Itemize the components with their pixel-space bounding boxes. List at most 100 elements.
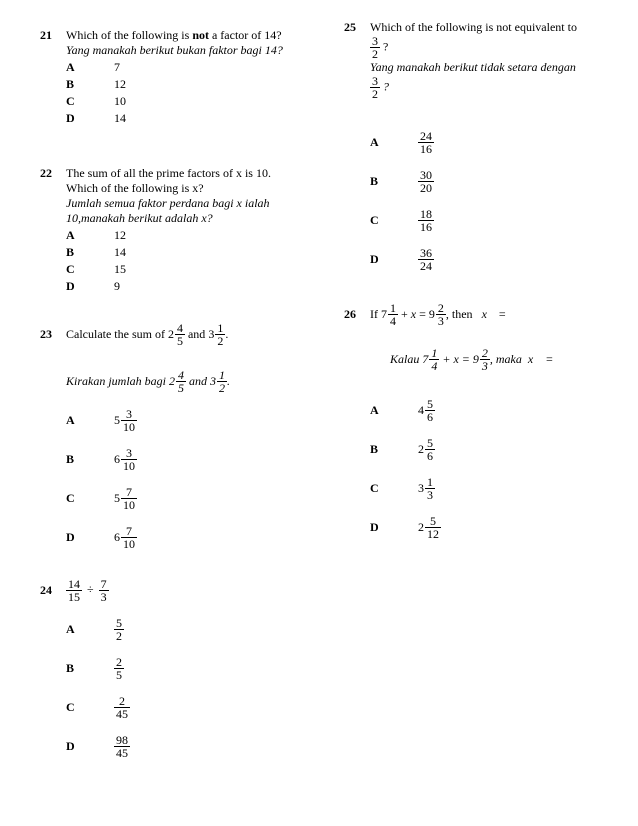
text-mid: and xyxy=(186,374,210,388)
whole: 3 xyxy=(418,481,424,496)
denominator: 12 xyxy=(425,528,441,540)
option-letter: C xyxy=(344,481,396,496)
whole: 2 xyxy=(169,374,175,389)
denominator: 2 xyxy=(370,88,380,100)
text-post: , then x = xyxy=(446,307,506,321)
option-letter: D xyxy=(40,739,92,754)
question-text: Which of the following is not equivalent… xyxy=(370,20,608,100)
option-value: 25 xyxy=(92,656,124,681)
denominator: 3 xyxy=(99,591,109,603)
option-letter: B xyxy=(344,174,396,189)
whole: 2 xyxy=(418,442,424,457)
option-value: 9845 xyxy=(92,734,130,759)
denominator: 4 xyxy=(388,315,398,327)
denominator: 2 xyxy=(114,630,124,642)
option-letter: C xyxy=(40,94,92,109)
denominator: 3 xyxy=(480,360,490,372)
options: A7 B12 C10 D14 xyxy=(40,60,304,126)
question-25: 25 Which of the following is not equival… xyxy=(344,20,608,272)
question-text-my: Kalau 714 + x = 923, maka x = xyxy=(344,347,608,372)
denominator: 10 xyxy=(121,460,137,472)
option-letter: D xyxy=(40,279,92,294)
option-value: 14 xyxy=(92,111,126,126)
option-value: 256 xyxy=(396,437,435,462)
text-mid: + x = xyxy=(439,352,473,366)
mixed-fraction: 714 xyxy=(422,347,439,372)
denominator: 10 xyxy=(121,499,137,511)
mixed-fraction: 245 xyxy=(169,369,186,394)
denominator: 10 xyxy=(121,421,137,433)
denominator: 15 xyxy=(66,591,82,603)
option-value: 9 xyxy=(92,279,120,294)
mixed-fraction: 714 xyxy=(381,302,398,327)
denominator: 2 xyxy=(217,382,227,394)
text-post: . xyxy=(227,374,230,388)
denominator: 45 xyxy=(114,747,130,759)
whole: 9 xyxy=(429,307,435,322)
option-letter: A xyxy=(40,228,92,243)
denominator: 16 xyxy=(418,221,434,233)
whole: 6 xyxy=(114,530,120,545)
denominator: 3 xyxy=(436,315,446,327)
denominator: 3 xyxy=(425,489,435,501)
denominator: 5 xyxy=(114,669,124,681)
denominator: 2 xyxy=(370,48,380,60)
left-column: 21 Which of the following is not a facto… xyxy=(40,20,304,787)
line3: Jumlah semua faktor perdana bagi x ialah xyxy=(66,196,270,210)
option-value: 2416 xyxy=(396,130,434,155)
exam-page: 21 Which of the following is not a facto… xyxy=(0,0,638,807)
option-letter: B xyxy=(40,77,92,92)
question-number: 22 xyxy=(40,166,66,181)
option-letter: C xyxy=(40,700,92,715)
option-letter: A xyxy=(40,60,92,75)
question-number: 25 xyxy=(344,20,370,35)
option-value: 245 xyxy=(92,695,130,720)
line2: Which of the following is x? xyxy=(66,181,204,195)
text-post: , maka x = xyxy=(490,352,553,366)
whole: 2 xyxy=(168,327,174,342)
denominator: 20 xyxy=(418,182,434,194)
option-letter: D xyxy=(344,520,396,535)
text-post: . xyxy=(225,327,228,341)
whole: 7 xyxy=(381,307,387,322)
text-mid: + x = xyxy=(398,307,429,321)
text-pre: Kirakan jumlah bagi xyxy=(66,374,169,388)
option-value: 14 xyxy=(92,245,126,260)
option-value: 1816 xyxy=(396,208,434,233)
option-value: 313 xyxy=(396,476,435,501)
question-text: 1415 ÷ 73 xyxy=(66,578,304,603)
whole: 3 xyxy=(210,374,216,389)
question-24: 24 1415 ÷ 73 A52 B25 C245 D9845 xyxy=(40,578,304,759)
text-en-part2: a factor of 14? xyxy=(209,28,282,42)
fraction: 73 xyxy=(99,578,109,603)
fraction: 32 xyxy=(370,35,380,60)
option-value: 2512 xyxy=(396,515,441,540)
line4: 10,manakah berikut adalah x? xyxy=(66,211,213,225)
whole: 9 xyxy=(473,352,479,367)
mixed-fraction: 923 xyxy=(473,347,490,372)
denominator: 10 xyxy=(121,538,137,550)
question-number: 23 xyxy=(40,327,66,342)
text-en: Which of the following is not equivalent… xyxy=(370,20,577,34)
option-value: 5710 xyxy=(92,486,137,511)
text-en-part1: Which of the following is xyxy=(66,28,192,42)
question-text: If 714 + x = 923, then x = xyxy=(370,302,608,327)
whole: 3 xyxy=(208,327,214,342)
option-value: 3020 xyxy=(396,169,434,194)
whole: 5 xyxy=(114,491,120,506)
option-value: 12 xyxy=(92,77,126,92)
option-value: 7 xyxy=(92,60,120,75)
option-letter: B xyxy=(40,245,92,260)
denominator: 6 xyxy=(425,411,435,423)
denominator: 4 xyxy=(429,360,439,372)
option-letter: C xyxy=(40,262,92,277)
mixed-fraction: 312 xyxy=(210,369,227,394)
text-pre: Kalau xyxy=(390,352,422,366)
denominator: 5 xyxy=(175,335,185,347)
options: A2416 B3020 C1816 D3624 xyxy=(344,130,608,272)
option-value: 12 xyxy=(92,228,126,243)
question-23: 23 Calculate the sum of 245 and 312. Kir… xyxy=(40,322,304,550)
option-value: 15 xyxy=(92,262,126,277)
question-text: Calculate the sum of 245 and 312. xyxy=(66,322,304,347)
options: A52 B25 C245 D9845 xyxy=(40,617,304,759)
